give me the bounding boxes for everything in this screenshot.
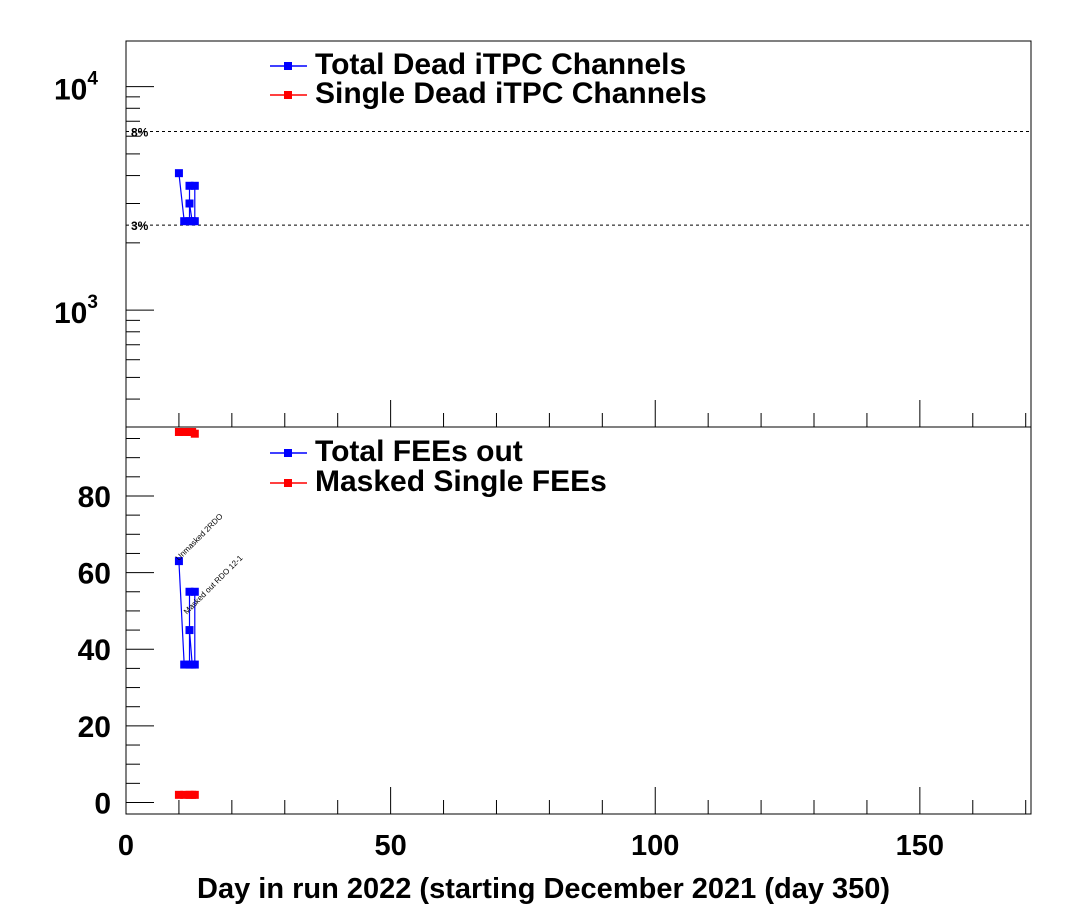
top-legend: Total Dead iTPC Channels Single Dead iTP… [270,48,707,110]
top-series-point-1 [180,427,189,436]
reference-line-label: 8% [131,125,149,139]
bottom-y-axis: 0 20 40 60 80 [78,437,154,821]
bottom-y-tick-label: 20 [78,711,111,744]
annotation-label: Unmasked 2RDO [174,512,225,563]
top-series-point-1 [174,427,183,436]
top-x-axis [125,400,1027,427]
top-series-point-0 [174,169,183,178]
top-y-tick-label: 104 [54,69,98,107]
top-series-point-0 [185,199,194,208]
bottom-legend: Total FEEs out Masked Single FEEs [270,435,607,498]
legend-marker-single-dead [284,91,292,99]
top-series-point-0 [185,181,194,190]
bottom-series-point-0 [190,587,199,596]
bottom-y-tick-label: 0 [94,788,111,821]
bottom-series-point-1 [174,790,183,799]
reference-lines: 8% 3% [126,125,1031,233]
top-series-group [174,169,199,438]
bottom-y-tick-label: 80 [78,481,111,514]
legend-label-single-dead: Single Dead iTPC Channels [315,77,707,110]
x-tick-label: 50 [374,830,406,862]
top-y-axis: 103 104 [54,69,154,428]
top-y-tick-label: 103 [54,292,98,330]
legend-label-total-fees: Total FEEs out [315,435,523,468]
bottom-x-axis: 0 50 100 150 [118,787,1027,862]
top-series-point-1 [190,429,199,438]
bottom-series-point-0 [180,660,189,669]
bottom-series-point-0 [185,587,194,596]
bottom-plot-frame [125,426,1032,815]
x-tick-label: 0 [118,830,134,862]
bottom-series-point-1 [180,790,189,799]
x-tick-label: 100 [631,830,679,862]
bottom-series-point-0 [190,660,199,669]
top-series-line-0 [178,173,196,222]
bottom-series-point-0 [185,626,194,635]
x-tick-label: 150 [896,830,944,862]
legend-label-masked-fees: Masked Single FEEs [315,465,607,498]
top-panel: 103 104 8% 3% Total Dead iTPC Channels Sin… [54,40,1032,438]
legend-marker-masked-fees [284,479,292,487]
bottom-series-group [174,557,199,799]
reference-line-label: 3% [131,219,149,233]
bottom-series-point-0 [174,557,183,566]
x-axis-title: Day in run 2022 (starting December 2021 … [197,873,890,905]
bottom-y-tick-label: 60 [78,558,111,591]
legend-marker-total-dead [284,62,292,70]
legend-label-total-dead: Total Dead iTPC Channels [315,48,686,81]
bottom-series-point-1 [190,790,199,799]
top-series-point-0 [180,217,189,226]
top-series-point-0 [190,181,199,190]
annotation-label: Masked out RDO 12-1 [182,553,245,616]
top-series-point-0 [190,217,199,226]
bottom-y-tick-label: 40 [78,634,111,667]
legend-marker-total-fees [284,449,292,457]
